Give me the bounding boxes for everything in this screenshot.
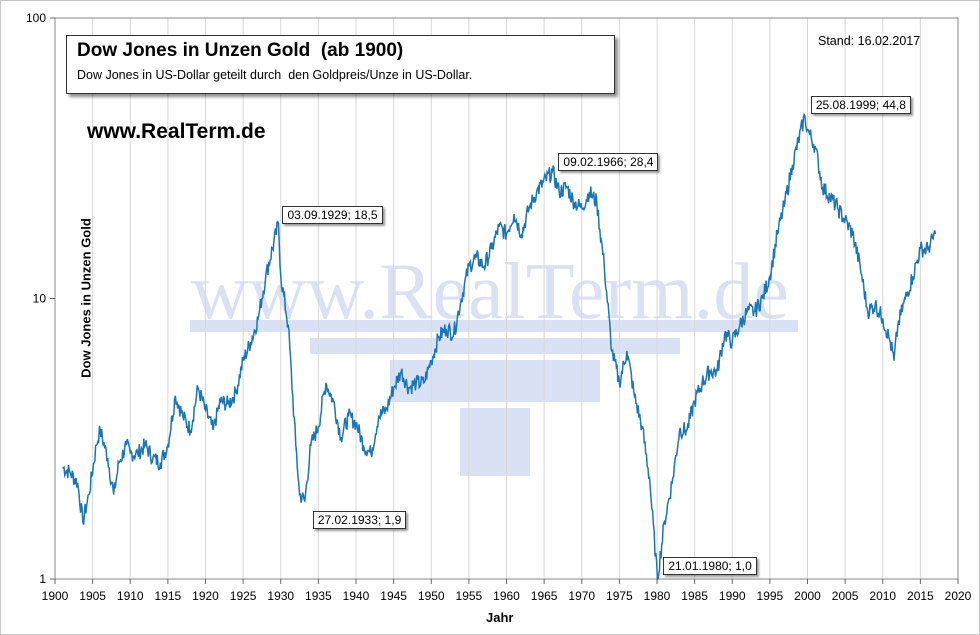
x-tick-label: 1990 (719, 589, 746, 603)
annotation-label: 27.02.1933; 1,9 (312, 510, 407, 529)
y-axis-label: Dow Jones in Unzen Gold (78, 218, 94, 378)
x-tick-label: 1980 (644, 589, 671, 603)
y-tick-label: 1 (39, 572, 46, 586)
y-axis: 1 10 100 (26, 11, 55, 586)
x-tick-label: 1985 (681, 589, 708, 603)
x-tick-label: 1950 (418, 589, 445, 603)
x-tick-label: 1955 (456, 589, 483, 603)
x-tick-label: 1915 (155, 589, 182, 603)
annotation-label: 09.02.1966; 28,4 (558, 153, 659, 172)
chart-subtitle: Dow Jones in US-Dollar geteilt durch den… (77, 68, 473, 82)
x-axis: 1900 1905 1910 1915 1920 1925 1930 1935 1940 1945… (42, 579, 972, 603)
y-tick-label: 100 (26, 11, 46, 25)
x-tick-label: 1930 (267, 589, 294, 603)
x-tick-label: 1935 (305, 589, 332, 603)
y-tick-label: 10 (33, 292, 47, 306)
series-line (62, 112, 937, 581)
watermark-text: www.RealTerm.de (191, 248, 789, 336)
x-tick-label: 1900 (42, 589, 69, 603)
x-tick-label: 1960 (493, 589, 520, 603)
x-tick-label: 1925 (230, 589, 257, 603)
date-label: Stand: 16.02.2017 (818, 34, 921, 48)
annotation-label: 03.09.1929; 18,5 (282, 205, 383, 224)
x-tick-label: 1975 (606, 589, 633, 603)
x-axis-label: Jahr (486, 610, 514, 625)
chart-title: Dow Jones in Unzen Gold (ab 1900) (77, 40, 404, 61)
x-tick-label: 1945 (380, 589, 407, 603)
x-tick-label: 2010 (869, 589, 896, 603)
annotation-label: 21.01.1980; 1,0 (663, 557, 757, 575)
x-tick-label: 1970 (568, 589, 595, 603)
x-tick-label: 1910 (117, 589, 144, 603)
title-box: Dow Jones in Unzen Gold (ab 1900) Dow Jo… (66, 35, 615, 94)
x-tick-label: 1920 (192, 589, 219, 603)
x-tick-label: 1940 (343, 589, 370, 603)
x-tick-label: 2005 (832, 589, 859, 603)
x-tick-label: 1965 (531, 589, 558, 603)
x-tick-label: 2000 (794, 589, 821, 603)
annotation-label: 25.08.1999; 44,8 (810, 95, 911, 114)
x-tick-label: 2020 (945, 589, 972, 603)
x-tick-label: 1995 (757, 589, 784, 603)
x-tick-label: 2015 (907, 589, 934, 603)
x-tick-label: 1905 (79, 589, 106, 603)
source-label: www.RealTerm.de (87, 120, 266, 143)
